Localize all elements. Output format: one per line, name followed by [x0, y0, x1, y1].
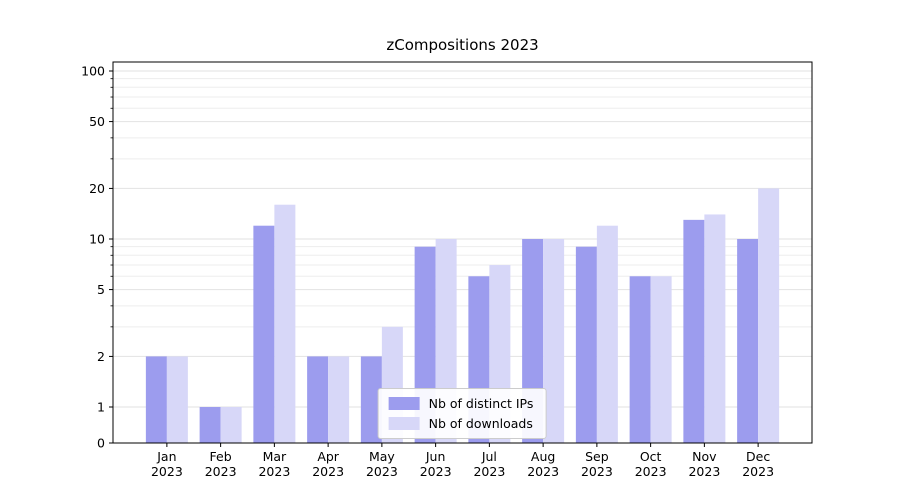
x-tick-label: May 2023 — [366, 449, 398, 479]
y-tick-label: 5 — [97, 282, 105, 297]
bar — [220, 407, 242, 443]
legend-label-distinct-ips: Nb of distinct IPs — [428, 396, 534, 411]
chart-title: zCompositions 2023 — [386, 36, 539, 54]
x-tick-label: Oct 2023 — [635, 449, 667, 479]
y-tick-label: 50 — [89, 114, 105, 129]
x-tick-label: Jul 2023 — [473, 449, 505, 479]
legend-item-downloads: Nb of downloads — [388, 416, 534, 431]
x-tick-label: Dec 2023 — [742, 449, 774, 479]
bar — [704, 214, 726, 443]
bar — [360, 356, 382, 443]
legend-swatch-downloads — [388, 417, 420, 430]
y-tick-label: 100 — [81, 64, 105, 79]
bar — [307, 356, 329, 443]
legend-swatch-distinct-ips — [388, 397, 420, 410]
legend: Nb of distinct IPs Nb of downloads — [377, 388, 547, 439]
y-tick-label: 2 — [97, 349, 105, 364]
bar — [543, 239, 565, 443]
bar — [596, 225, 618, 443]
legend-item-distinct-ips: Nb of distinct IPs — [388, 396, 534, 411]
bar — [629, 276, 651, 443]
x-tick-label: Jan 2023 — [151, 449, 183, 479]
bar — [575, 246, 597, 443]
x-tick-label: Mar 2023 — [258, 449, 290, 479]
bar — [199, 407, 221, 443]
bar — [145, 356, 167, 443]
x-tick-label: Feb 2023 — [205, 449, 237, 479]
y-tick-label: 0 — [97, 436, 105, 451]
x-tick-label: Jun 2023 — [420, 449, 452, 479]
bar — [328, 356, 350, 443]
y-tick-label: 1 — [97, 400, 105, 415]
legend-label-downloads: Nb of downloads — [428, 416, 533, 431]
bar — [650, 276, 672, 443]
bar — [274, 204, 296, 443]
bar — [683, 219, 705, 443]
bar — [166, 356, 188, 443]
y-tick-label: 20 — [89, 181, 105, 196]
bar — [737, 239, 759, 443]
y-tick-label: 10 — [89, 232, 105, 247]
bar — [253, 225, 275, 443]
x-tick-label: Nov 2023 — [688, 449, 720, 479]
x-tick-label: Aug 2023 — [527, 449, 559, 479]
x-tick-label: Sep 2023 — [581, 449, 613, 479]
bar — [758, 188, 780, 443]
x-tick-label: Apr 2023 — [312, 449, 344, 479]
plot-border — [112, 61, 813, 444]
